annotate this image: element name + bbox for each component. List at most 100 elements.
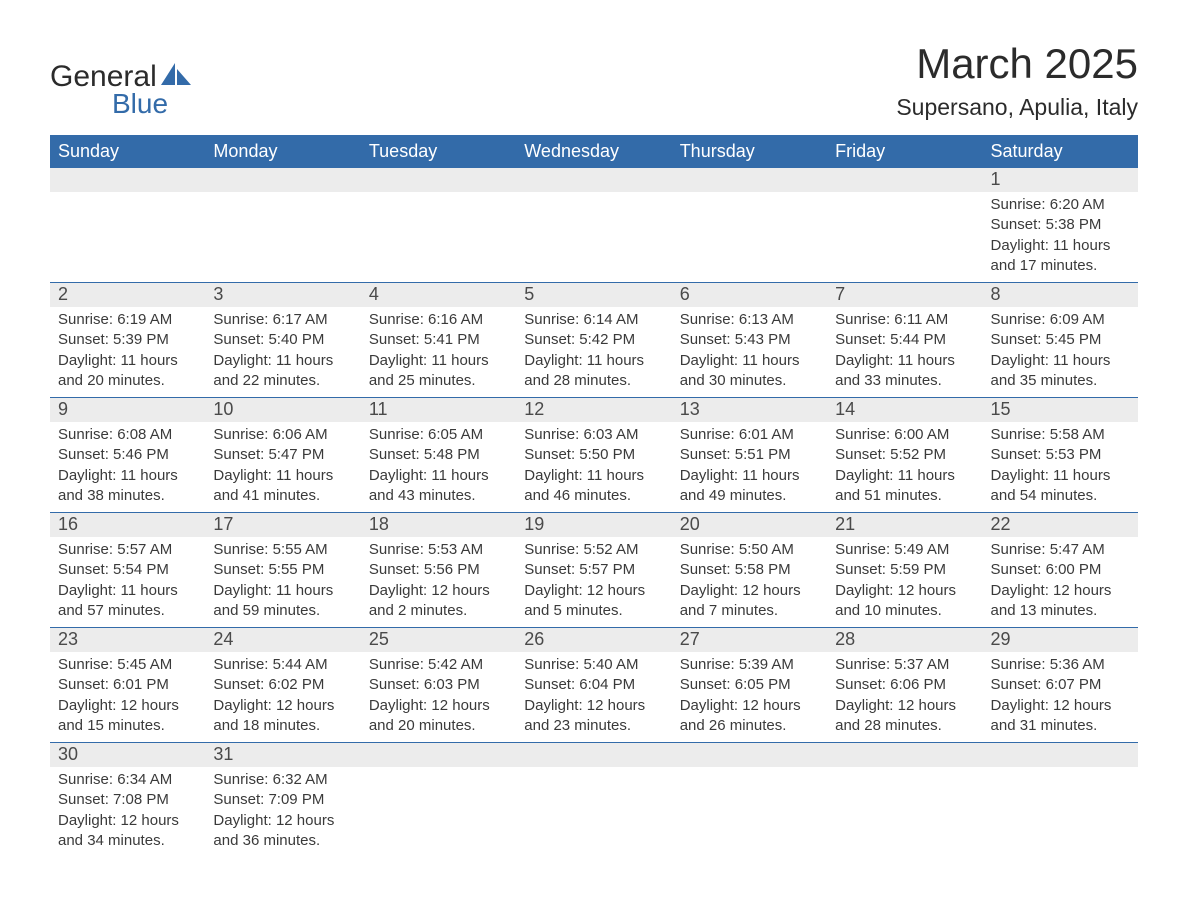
day-number: 22 bbox=[983, 513, 1138, 537]
daylight-text: and 43 minutes. bbox=[369, 486, 508, 506]
daylight-text: Daylight: 11 hours bbox=[58, 351, 197, 371]
sunset-text: Sunset: 6:07 PM bbox=[991, 675, 1130, 695]
daylight-text: Daylight: 12 hours bbox=[524, 696, 663, 716]
day-body bbox=[672, 192, 827, 201]
daylight-text: Daylight: 11 hours bbox=[213, 351, 352, 371]
title-block: March 2025 Supersano, Apulia, Italy bbox=[896, 40, 1138, 121]
day-body: Sunrise: 6:05 AMSunset: 5:48 PMDaylight:… bbox=[361, 422, 516, 512]
sunset-text: Sunset: 5:43 PM bbox=[680, 330, 819, 350]
day-cell: Sunrise: 5:39 AMSunset: 6:05 PMDaylight:… bbox=[672, 652, 827, 742]
location: Supersano, Apulia, Italy bbox=[896, 94, 1138, 121]
day-number: 26 bbox=[516, 628, 671, 652]
sunrise-text: Sunrise: 5:57 AM bbox=[58, 540, 197, 560]
day-cell: Sunrise: 5:45 AMSunset: 6:01 PMDaylight:… bbox=[50, 652, 205, 742]
daylight-text: and 54 minutes. bbox=[991, 486, 1130, 506]
sunset-text: Sunset: 5:58 PM bbox=[680, 560, 819, 580]
sunrise-text: Sunrise: 6:01 AM bbox=[680, 425, 819, 445]
daylight-text: and 35 minutes. bbox=[991, 371, 1130, 391]
daylight-text: Daylight: 11 hours bbox=[991, 466, 1130, 486]
day-number: 3 bbox=[205, 283, 360, 307]
day-cell: Sunrise: 6:32 AMSunset: 7:09 PMDaylight:… bbox=[205, 767, 360, 857]
sunset-text: Sunset: 5:48 PM bbox=[369, 445, 508, 465]
daylight-text: Daylight: 11 hours bbox=[524, 351, 663, 371]
daylight-text: and 51 minutes. bbox=[835, 486, 974, 506]
day-body: Sunrise: 5:37 AMSunset: 6:06 PMDaylight:… bbox=[827, 652, 982, 742]
day-number: 11 bbox=[361, 398, 516, 422]
sunset-text: Sunset: 5:51 PM bbox=[680, 445, 819, 465]
day-body: Sunrise: 6:06 AMSunset: 5:47 PMDaylight:… bbox=[205, 422, 360, 512]
sunset-text: Sunset: 5:53 PM bbox=[991, 445, 1130, 465]
day-cell bbox=[361, 192, 516, 282]
day-cell bbox=[361, 767, 516, 857]
day-body: Sunrise: 5:58 AMSunset: 5:53 PMDaylight:… bbox=[983, 422, 1138, 512]
week-number-row: 2345678 bbox=[50, 282, 1138, 307]
week-body-row: Sunrise: 5:45 AMSunset: 6:01 PMDaylight:… bbox=[50, 652, 1138, 742]
logo-text-blue: Blue bbox=[112, 88, 168, 120]
day-cell: Sunrise: 5:47 AMSunset: 6:00 PMDaylight:… bbox=[983, 537, 1138, 627]
daylight-text: Daylight: 11 hours bbox=[991, 236, 1130, 256]
day-number: 9 bbox=[50, 398, 205, 422]
sunrise-text: Sunrise: 6:20 AM bbox=[991, 195, 1130, 215]
day-body: Sunrise: 5:39 AMSunset: 6:05 PMDaylight:… bbox=[672, 652, 827, 742]
day-body: Sunrise: 5:52 AMSunset: 5:57 PMDaylight:… bbox=[516, 537, 671, 627]
day-number: 17 bbox=[205, 513, 360, 537]
day-body bbox=[361, 192, 516, 201]
daylight-text: Daylight: 12 hours bbox=[369, 581, 508, 601]
daylight-text: Daylight: 11 hours bbox=[524, 466, 663, 486]
daylight-text: and 36 minutes. bbox=[213, 831, 352, 851]
daylight-text: and 23 minutes. bbox=[524, 716, 663, 736]
day-number bbox=[516, 168, 671, 192]
sunset-text: Sunset: 6:03 PM bbox=[369, 675, 508, 695]
sunrise-text: Sunrise: 6:17 AM bbox=[213, 310, 352, 330]
day-cell: Sunrise: 6:09 AMSunset: 5:45 PMDaylight:… bbox=[983, 307, 1138, 397]
day-body: Sunrise: 6:08 AMSunset: 5:46 PMDaylight:… bbox=[50, 422, 205, 512]
daylight-text: and 30 minutes. bbox=[680, 371, 819, 391]
sunset-text: Sunset: 5:59 PM bbox=[835, 560, 974, 580]
daylight-text: Daylight: 12 hours bbox=[369, 696, 508, 716]
day-number: 19 bbox=[516, 513, 671, 537]
day-number bbox=[205, 168, 360, 192]
sunrise-text: Sunrise: 6:16 AM bbox=[369, 310, 508, 330]
sunset-text: Sunset: 5:46 PM bbox=[58, 445, 197, 465]
day-cell bbox=[983, 767, 1138, 857]
day-number bbox=[516, 743, 671, 767]
day-cell: Sunrise: 5:49 AMSunset: 5:59 PMDaylight:… bbox=[827, 537, 982, 627]
daylight-text: Daylight: 11 hours bbox=[680, 466, 819, 486]
day-cell: Sunrise: 5:40 AMSunset: 6:04 PMDaylight:… bbox=[516, 652, 671, 742]
day-body: Sunrise: 6:09 AMSunset: 5:45 PMDaylight:… bbox=[983, 307, 1138, 397]
day-body: Sunrise: 6:20 AMSunset: 5:38 PMDaylight:… bbox=[983, 192, 1138, 282]
day-cell bbox=[516, 767, 671, 857]
day-cell bbox=[516, 192, 671, 282]
day-body: Sunrise: 6:32 AMSunset: 7:09 PMDaylight:… bbox=[205, 767, 360, 857]
sunrise-text: Sunrise: 6:13 AM bbox=[680, 310, 819, 330]
sunset-text: Sunset: 6:00 PM bbox=[991, 560, 1130, 580]
daylight-text: and 2 minutes. bbox=[369, 601, 508, 621]
day-number bbox=[827, 743, 982, 767]
sunset-text: Sunset: 5:40 PM bbox=[213, 330, 352, 350]
daylight-text: and 49 minutes. bbox=[680, 486, 819, 506]
calendar: Sunday Monday Tuesday Wednesday Thursday… bbox=[50, 135, 1138, 857]
daylight-text: and 34 minutes. bbox=[58, 831, 197, 851]
sunrise-text: Sunrise: 6:08 AM bbox=[58, 425, 197, 445]
day-cell: Sunrise: 5:37 AMSunset: 6:06 PMDaylight:… bbox=[827, 652, 982, 742]
sunset-text: Sunset: 5:45 PM bbox=[991, 330, 1130, 350]
daylight-text: and 28 minutes. bbox=[835, 716, 974, 736]
day-cell: Sunrise: 6:17 AMSunset: 5:40 PMDaylight:… bbox=[205, 307, 360, 397]
day-cell: Sunrise: 6:34 AMSunset: 7:08 PMDaylight:… bbox=[50, 767, 205, 857]
day-cell: Sunrise: 5:53 AMSunset: 5:56 PMDaylight:… bbox=[361, 537, 516, 627]
weekday-header: Tuesday bbox=[361, 135, 516, 168]
sunrise-text: Sunrise: 6:09 AM bbox=[991, 310, 1130, 330]
daylight-text: Daylight: 12 hours bbox=[58, 811, 197, 831]
day-number bbox=[983, 743, 1138, 767]
sunrise-text: Sunrise: 5:45 AM bbox=[58, 655, 197, 675]
day-cell: Sunrise: 5:57 AMSunset: 5:54 PMDaylight:… bbox=[50, 537, 205, 627]
sunset-text: Sunset: 5:44 PM bbox=[835, 330, 974, 350]
daylight-text: and 13 minutes. bbox=[991, 601, 1130, 621]
day-body bbox=[827, 767, 982, 776]
day-number: 28 bbox=[827, 628, 982, 652]
daylight-text: and 22 minutes. bbox=[213, 371, 352, 391]
day-cell: Sunrise: 6:05 AMSunset: 5:48 PMDaylight:… bbox=[361, 422, 516, 512]
day-cell bbox=[50, 192, 205, 282]
day-number bbox=[827, 168, 982, 192]
daylight-text: and 5 minutes. bbox=[524, 601, 663, 621]
